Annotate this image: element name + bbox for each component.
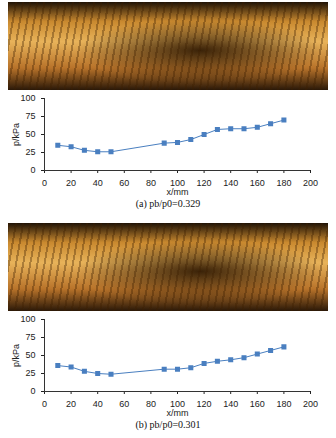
svg-text:75: 75: [25, 111, 35, 121]
html-text:(b) pb/p0=0.301: (b) pb/p0=0.301: [135, 419, 201, 430]
svg-text:x/mm: x/mm: [167, 408, 189, 418]
svg-text:25: 25: [25, 368, 35, 378]
svg-text:0: 0: [42, 399, 47, 409]
svg-text:140: 140: [223, 399, 238, 409]
svg-text:50: 50: [25, 129, 35, 139]
svg-text:40: 40: [93, 178, 103, 188]
html-text:(a) pb/p0=0.329: (a) pb/p0=0.329: [135, 198, 201, 209]
svg-text:x/mm: x/mm: [167, 187, 189, 197]
svg-text:p/kPa: p/kPa: [11, 123, 21, 146]
svg-text:0: 0: [42, 178, 47, 188]
svg-text:180: 180: [276, 178, 291, 188]
svg-text:40: 40: [93, 399, 103, 409]
svg-text:160: 160: [250, 178, 265, 188]
svg-text:200: 200: [303, 178, 318, 188]
svg-text:0: 0: [30, 165, 35, 175]
svg-text:20: 20: [66, 178, 76, 188]
svg-text:100: 100: [170, 177, 185, 188]
svg-text:80: 80: [146, 399, 156, 409]
svg-text:140: 140: [223, 178, 238, 188]
svg-text:60: 60: [119, 399, 129, 409]
svg-text:25: 25: [25, 147, 35, 157]
svg-text:0: 0: [30, 386, 35, 396]
svg-text:100: 100: [170, 398, 185, 409]
svg-text:200: 200: [303, 399, 318, 409]
svg-text:p/kPa: p/kPa: [11, 344, 21, 367]
svg-text:60: 60: [119, 178, 129, 188]
svg-text:100: 100: [20, 93, 35, 103]
svg-text:160: 160: [250, 399, 265, 409]
svg-text:180: 180: [276, 399, 291, 409]
svg-text:75: 75: [25, 332, 35, 342]
svg-text:120: 120: [197, 399, 212, 409]
svg-text:100: 100: [20, 314, 35, 324]
svg-text:120: 120: [197, 178, 212, 188]
svg-text:50: 50: [25, 350, 35, 360]
svg-text:20: 20: [66, 399, 76, 409]
svg-text:80: 80: [146, 178, 156, 188]
